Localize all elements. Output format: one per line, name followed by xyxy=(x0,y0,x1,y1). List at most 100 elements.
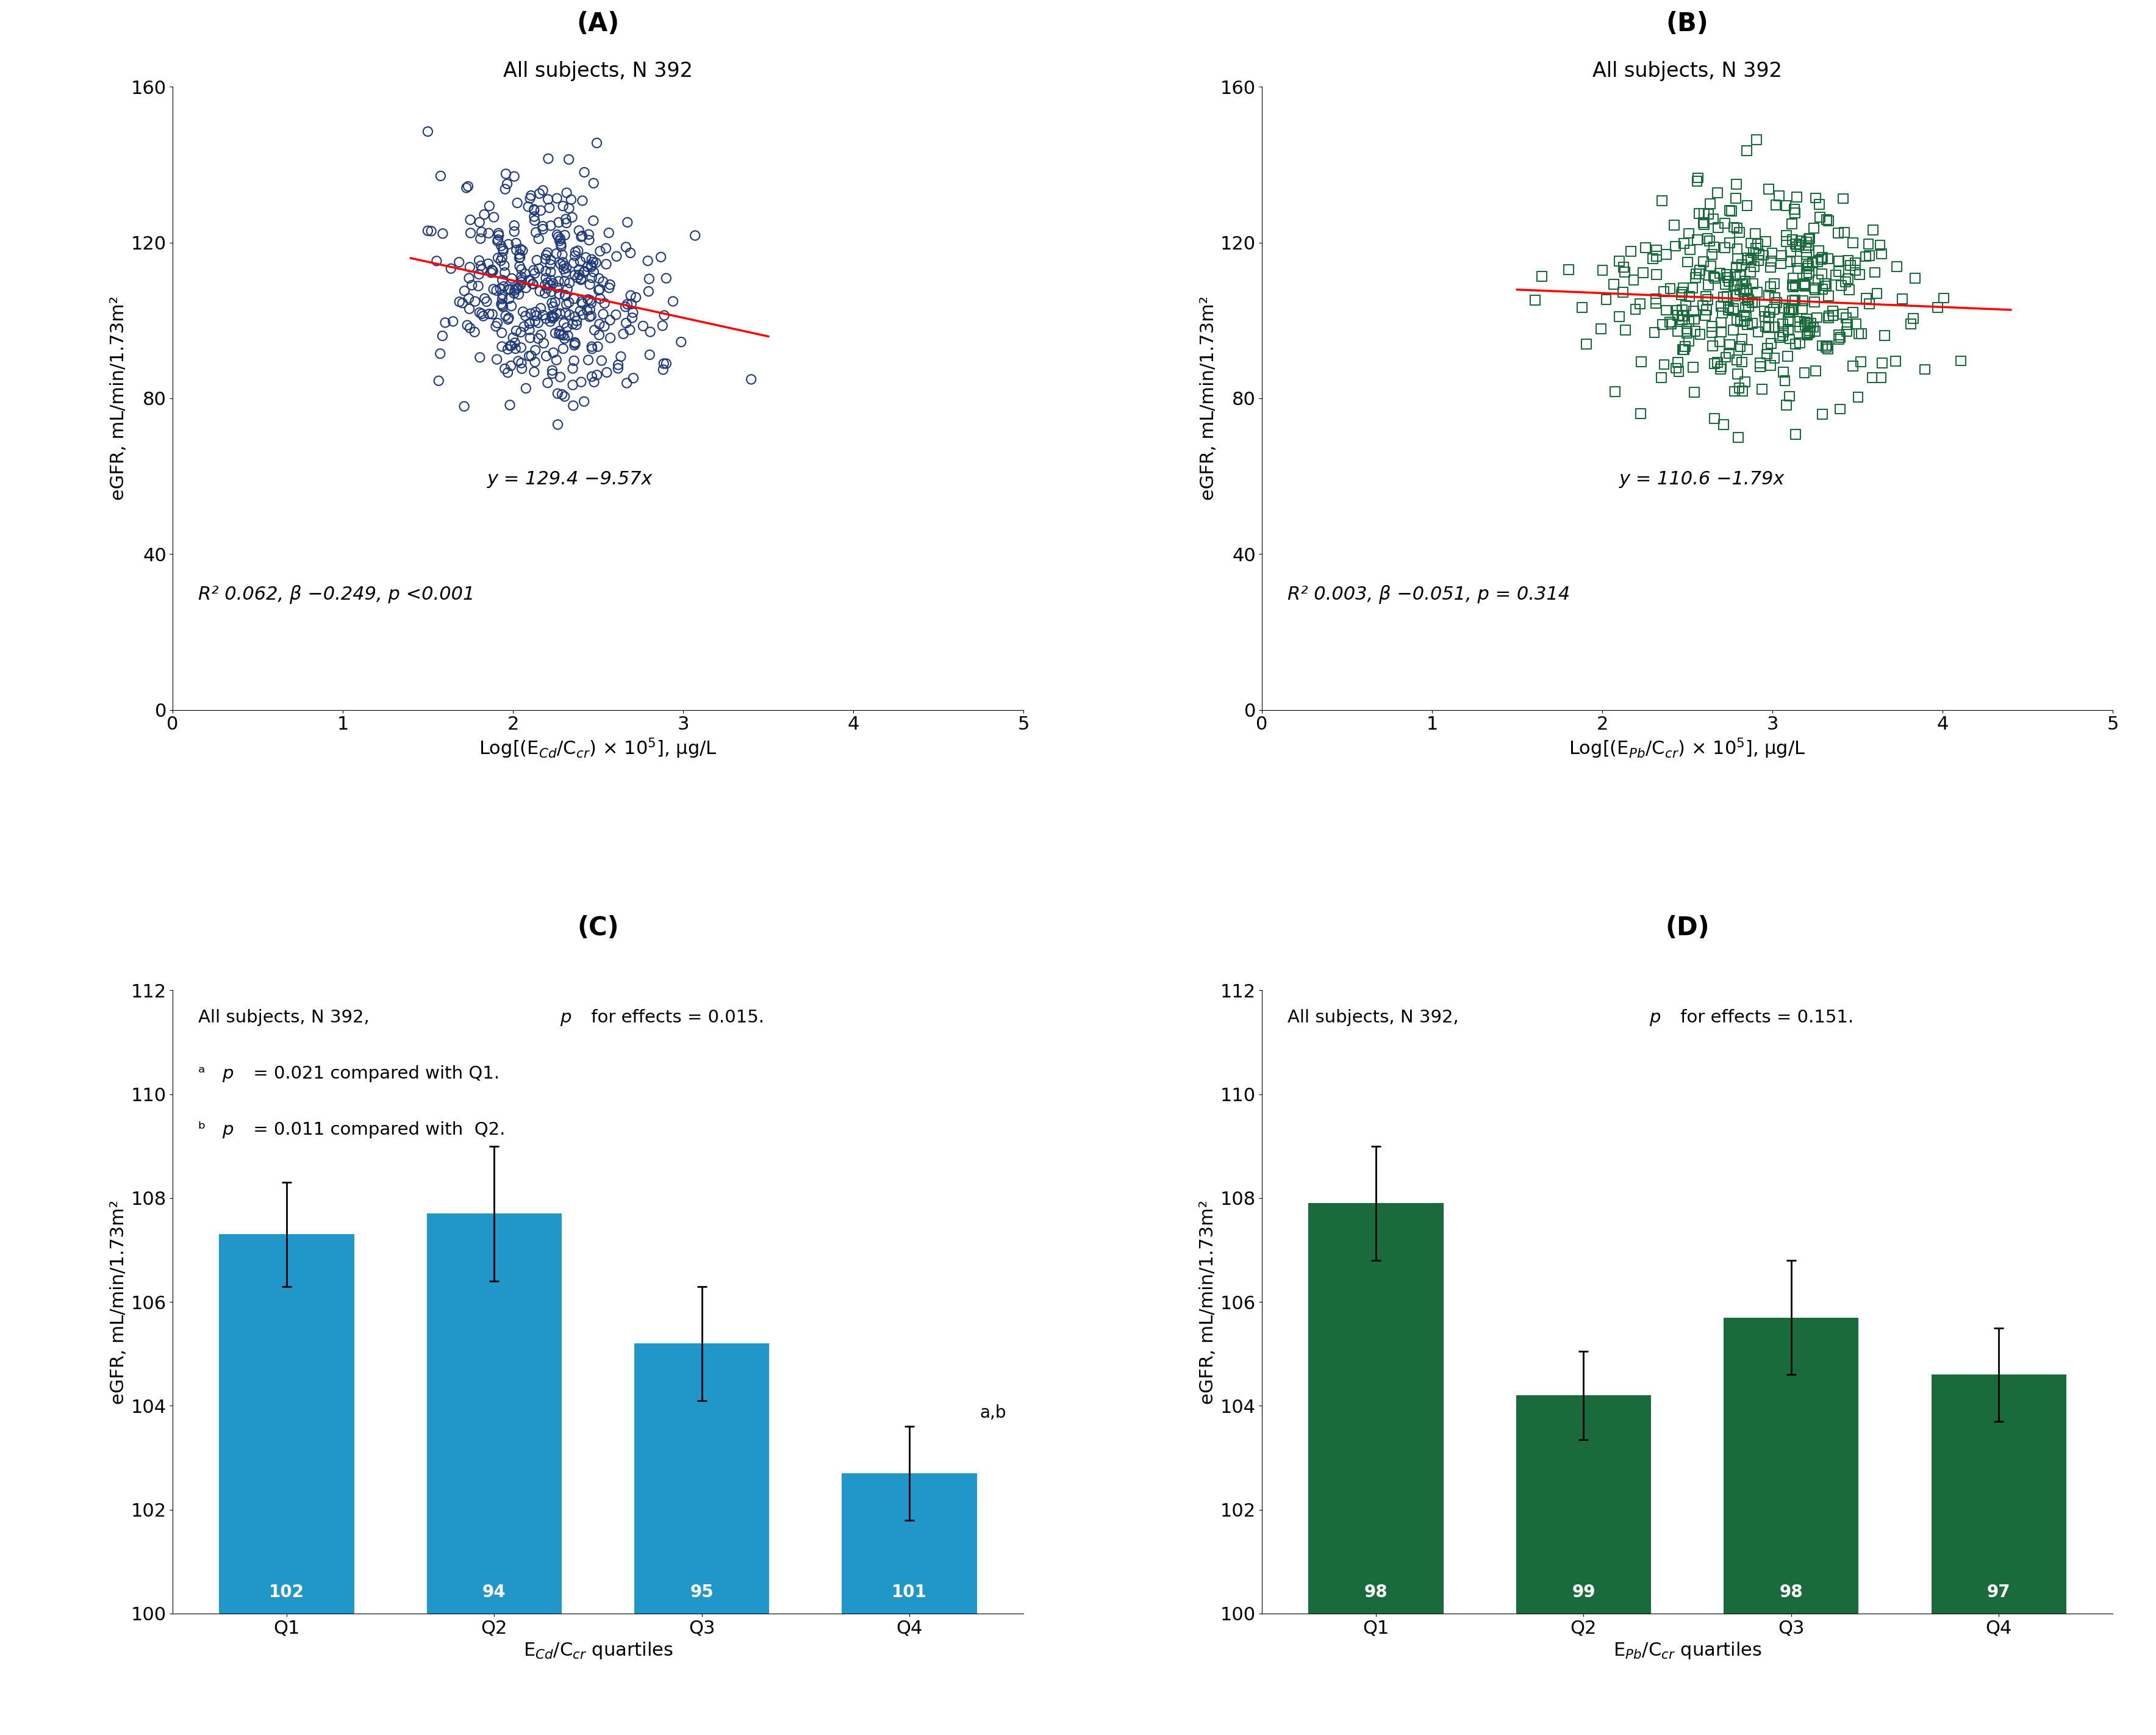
Point xyxy=(1841,260,1876,288)
Point xyxy=(457,318,492,345)
Point xyxy=(1690,224,1725,252)
Point xyxy=(505,318,539,345)
Point xyxy=(517,206,552,234)
Point xyxy=(1863,231,1897,259)
Point xyxy=(1729,246,1764,274)
Point xyxy=(507,298,541,326)
Point xyxy=(1945,347,1979,375)
Point xyxy=(1770,316,1805,344)
Y-axis label: eGFR, mL/min/1.73m²: eGFR, mL/min/1.73m² xyxy=(1199,1201,1216,1404)
Point xyxy=(498,274,533,302)
Point xyxy=(500,189,535,217)
Point xyxy=(1727,302,1761,330)
Point xyxy=(677,222,711,250)
Point xyxy=(420,246,455,274)
Text: 98: 98 xyxy=(1365,1584,1388,1601)
Point xyxy=(563,297,597,324)
Point xyxy=(1712,293,1746,321)
Point xyxy=(608,293,642,321)
Point xyxy=(487,272,522,300)
Point xyxy=(496,324,530,352)
Point xyxy=(563,265,597,293)
Point xyxy=(1716,271,1751,298)
Point xyxy=(1736,269,1770,297)
Point xyxy=(1774,238,1809,265)
Point xyxy=(526,215,561,243)
Y-axis label: eGFR, mL/min/1.73m²: eGFR, mL/min/1.73m² xyxy=(110,1201,127,1404)
Point xyxy=(578,368,612,396)
Point xyxy=(1677,305,1712,333)
Point xyxy=(1710,260,1744,288)
Point xyxy=(573,271,608,298)
Point xyxy=(436,307,470,335)
Point xyxy=(520,219,554,246)
Point xyxy=(1774,210,1809,238)
Point xyxy=(573,286,608,314)
Point xyxy=(1649,297,1684,324)
Point xyxy=(573,333,608,361)
Point xyxy=(1787,271,1822,298)
Point xyxy=(645,243,679,271)
Point xyxy=(1701,349,1736,376)
Point xyxy=(1733,229,1768,257)
Point xyxy=(1658,212,1692,239)
Point xyxy=(1712,338,1746,366)
Point xyxy=(1781,231,1815,259)
Point xyxy=(1628,234,1662,262)
Point xyxy=(524,196,558,224)
Point xyxy=(558,238,593,265)
Point xyxy=(472,193,507,220)
Point xyxy=(1654,274,1688,302)
Point xyxy=(425,323,459,350)
Point xyxy=(1781,255,1815,283)
Point xyxy=(1865,364,1899,392)
Point xyxy=(1619,295,1654,323)
Point xyxy=(578,316,612,344)
Point xyxy=(1770,222,1805,250)
Point xyxy=(543,226,578,253)
Point xyxy=(492,305,526,333)
Point xyxy=(530,370,565,397)
Point xyxy=(485,265,520,293)
Point xyxy=(1660,297,1695,324)
Point xyxy=(1712,297,1746,324)
Point xyxy=(1878,347,1912,375)
Point xyxy=(500,347,535,375)
Point xyxy=(1716,378,1751,406)
Point xyxy=(548,309,582,337)
Point xyxy=(550,253,584,281)
Point xyxy=(485,236,520,264)
Point xyxy=(586,267,621,295)
Point xyxy=(1822,321,1856,349)
Point xyxy=(461,298,496,326)
Point xyxy=(582,285,617,312)
Point xyxy=(1660,302,1695,330)
Text: 99: 99 xyxy=(1572,1584,1595,1601)
Point xyxy=(1777,264,1811,291)
Point xyxy=(1723,307,1757,335)
Point xyxy=(485,243,520,271)
Point xyxy=(1779,330,1813,357)
Point xyxy=(1757,271,1792,298)
Point xyxy=(533,250,567,278)
Point xyxy=(1755,246,1789,274)
Point xyxy=(614,281,649,309)
Point xyxy=(1677,264,1712,291)
Point xyxy=(1716,297,1751,324)
Point xyxy=(1766,318,1800,345)
X-axis label: E$_{Cd}$/C$_{cr}$ quartiles: E$_{Cd}$/C$_{cr}$ quartiles xyxy=(524,1641,673,1660)
Point xyxy=(528,342,563,370)
Point xyxy=(1708,271,1742,298)
Point xyxy=(535,265,569,293)
Text: y = 110.6 −1.79x: y = 110.6 −1.79x xyxy=(1619,470,1785,488)
Point xyxy=(526,212,561,239)
Point xyxy=(502,271,537,298)
Point xyxy=(545,193,580,220)
Point xyxy=(489,335,524,363)
Point xyxy=(1712,331,1746,359)
Point xyxy=(513,309,548,337)
Point xyxy=(522,309,556,337)
Point xyxy=(483,232,517,260)
Point xyxy=(1796,213,1830,241)
Point xyxy=(548,259,582,286)
